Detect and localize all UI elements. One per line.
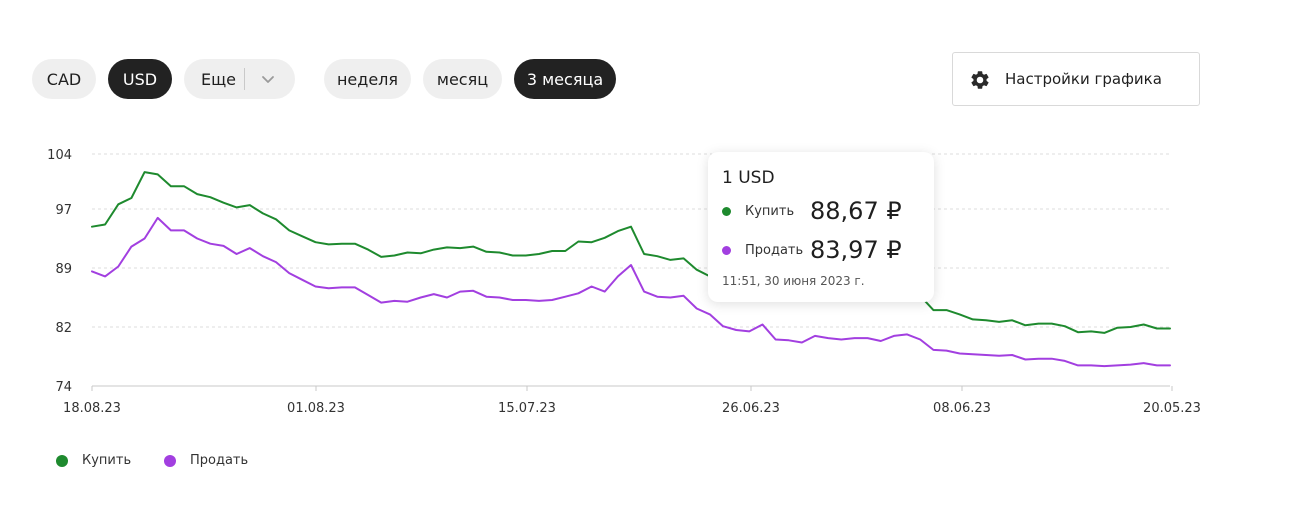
tooltip-sell-label: Продать (745, 243, 804, 258)
x-tick-label: 20.05.23 (1143, 401, 1201, 416)
y-tick-label: 104 (47, 148, 72, 163)
tooltip-sell-value: 83,97 ₽ (810, 236, 902, 264)
x-tick-label: 18.08.23 (63, 401, 121, 416)
chevron-down-icon (262, 76, 274, 83)
period-pill-label: месяц (436, 69, 489, 89)
x-tick-label: 15.07.23 (498, 401, 556, 416)
y-tick-label: 74 (55, 380, 72, 395)
tooltip-title: 1 USD (722, 168, 775, 188)
x-tick-label: 08.06.23 (933, 401, 991, 416)
x-tick-label: 01.08.23 (287, 401, 345, 416)
tooltip-sell-row: Продать 83,97 ₽ (722, 236, 922, 266)
legend-sell-label: Продать (190, 453, 249, 468)
y-tick-label: 82 (55, 321, 72, 336)
tooltip-buy-label: Купить (745, 204, 795, 219)
period-pill-label: 3 месяца (526, 69, 604, 89)
more-currencies-label: Еще (201, 69, 237, 89)
dropdown-divider (244, 68, 245, 90)
period-pill-month[interactable]: месяц (423, 59, 502, 99)
series-line-sell (91, 216, 1171, 368)
tooltip-buy-value: 88,67 ₽ (810, 197, 902, 225)
y-tick-label: 89 (55, 262, 72, 277)
chart-tooltip: 1 USD Купить 88,67 ₽ Продать 83,97 ₽ 11:… (708, 152, 934, 302)
period-pill-label: неделя (336, 69, 399, 89)
currency-pill-label: USD (122, 69, 158, 89)
legend-buy-dot (56, 455, 68, 467)
x-tick-label: 26.06.23 (722, 401, 780, 416)
period-pill-3-months[interactable]: 3 месяца (514, 59, 616, 99)
more-currencies-dropdown[interactable]: Еще (184, 59, 295, 99)
tooltip-timestamp: 11:51, 30 июня 2023 г. (722, 274, 865, 288)
gear-icon (971, 71, 989, 89)
y-tick-label: 97 (55, 203, 72, 218)
currency-pill-usd[interactable]: USD (108, 59, 172, 99)
chart-settings-label: Настройки графика (1005, 70, 1162, 88)
period-pill-week[interactable]: неделя (324, 59, 411, 99)
sell-dot (722, 246, 731, 255)
buy-dot (722, 207, 731, 216)
legend-sell-dot (164, 455, 176, 467)
tooltip-buy-row: Купить 88,67 ₽ (722, 197, 922, 227)
chart-settings-button[interactable]: Настройки графика (952, 52, 1200, 106)
currency-pill-cad[interactable]: CAD (32, 59, 96, 99)
legend-buy-label: Купить (82, 453, 132, 468)
currency-pill-label: CAD (46, 69, 82, 89)
series-line-buy (91, 171, 1171, 334)
